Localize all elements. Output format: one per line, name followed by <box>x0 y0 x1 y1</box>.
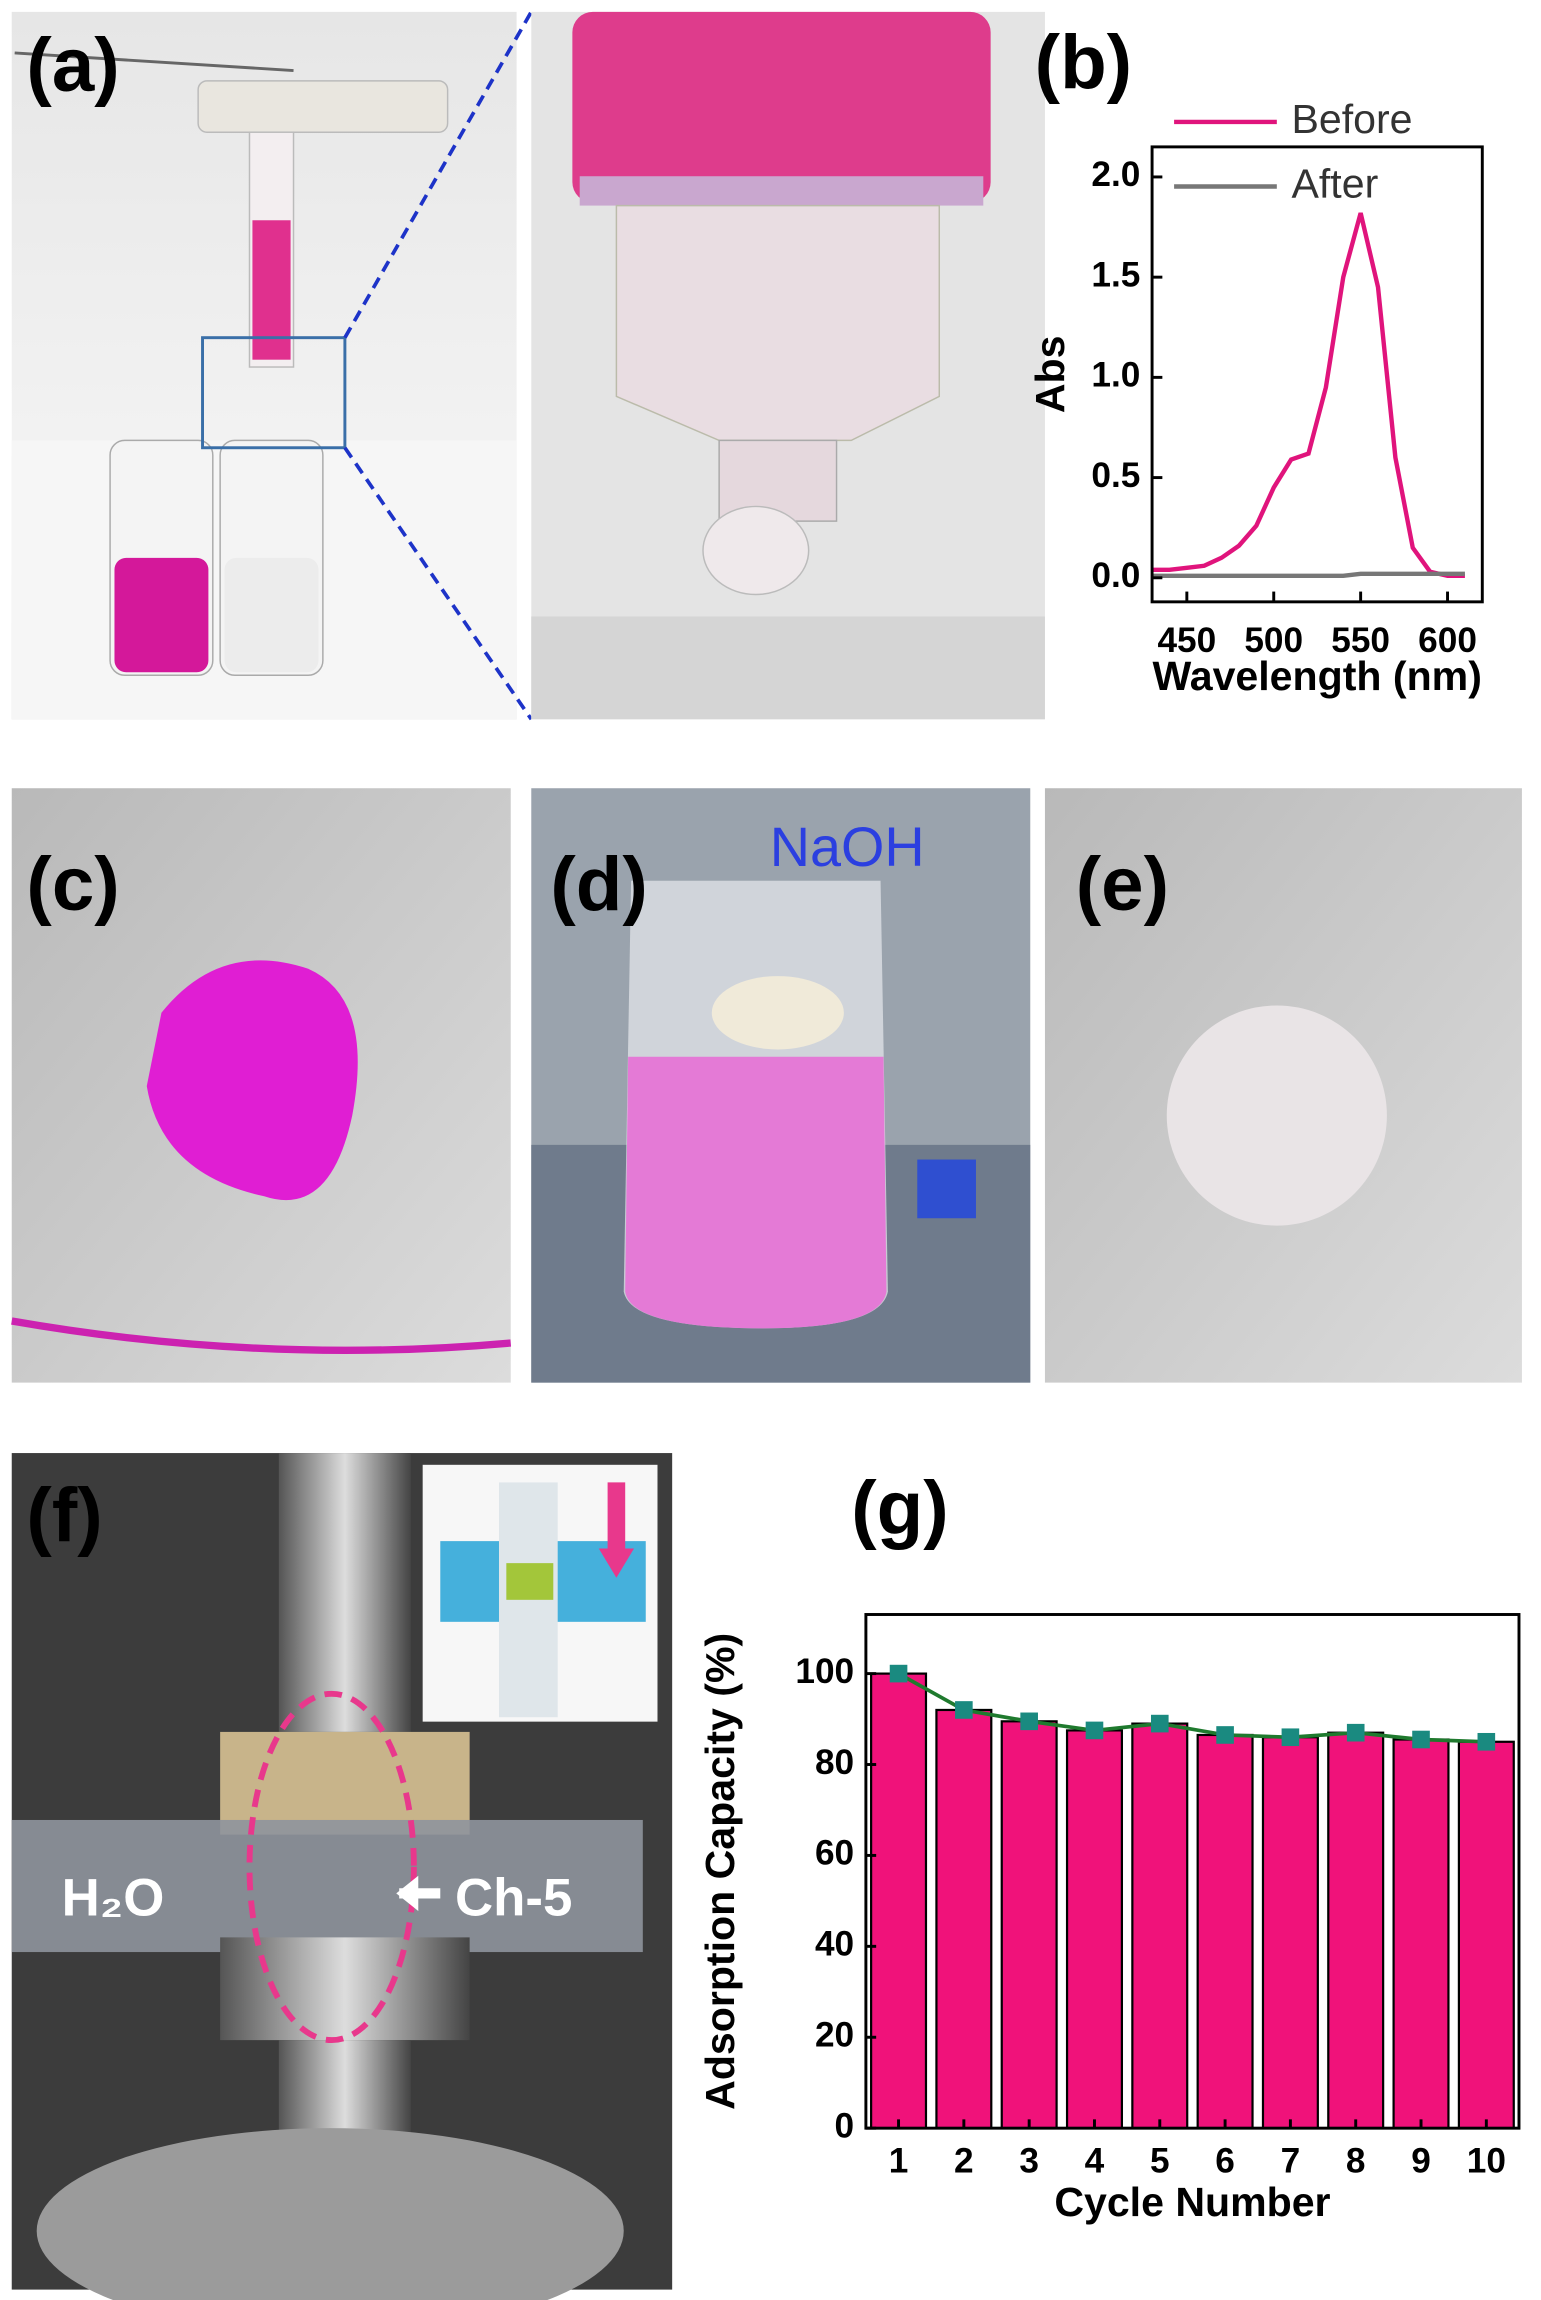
photo-annotation: H₂O <box>62 1868 165 1927</box>
y-axis-label: Adsorption Capacity (%) <box>697 1633 743 2110</box>
x-tick-label: 3 <box>1019 2142 1039 2181</box>
x-tick-label: 2 <box>954 2142 974 2181</box>
x-tick-label: 600 <box>1418 621 1477 660</box>
bar <box>1327 1731 1385 2130</box>
photo-e <box>1044 788 1522 1383</box>
series-line <box>1152 212 1465 578</box>
zoom-line <box>343 10 533 339</box>
panel-label: (e) <box>1076 842 1169 927</box>
x-tick-label: 500 <box>1244 621 1303 660</box>
photo-annotation: NaOH <box>770 816 925 878</box>
panel-label: (c) <box>26 842 119 927</box>
marker <box>1281 1728 1300 1747</box>
marker <box>1216 1726 1234 1744</box>
photo-f <box>11 1453 673 2300</box>
legend-label: Before <box>1292 96 1413 142</box>
panel-label: (a) <box>26 23 119 108</box>
photo-zoom <box>531 11 1045 720</box>
marker <box>1150 1714 1169 1733</box>
x-tick-label: 8 <box>1346 2142 1366 2181</box>
y-tick-label: 0.5 <box>1091 456 1140 495</box>
marker <box>1346 1723 1365 1742</box>
y-tick-label: 60 <box>815 1834 854 1873</box>
y-tick-label: 80 <box>815 1743 854 1782</box>
series-line <box>1152 571 1465 578</box>
marker <box>889 1664 908 1683</box>
plot-frame <box>1150 145 1484 604</box>
y-tick-label: 0.0 <box>1091 556 1140 595</box>
x-tick-label: 4 <box>1085 2142 1105 2181</box>
x-axis-label: Cycle Number <box>1054 2179 1330 2225</box>
x-tick-label: 5 <box>1150 2142 1170 2181</box>
plot-frame <box>864 1613 1521 2130</box>
bar <box>1457 1740 1515 2130</box>
x-tick-label: 450 <box>1157 621 1216 660</box>
x-tick-label: 10 <box>1467 2142 1506 2181</box>
bar <box>1392 1738 1450 2130</box>
photo-c <box>11 788 512 1383</box>
panel-label: (b) <box>1035 20 1132 105</box>
marker <box>955 1701 973 1719</box>
y-tick-label: 2.0 <box>1091 155 1140 194</box>
photo-a <box>11 11 517 720</box>
y-tick-label: 40 <box>815 1925 854 1964</box>
x-tick-label: 7 <box>1281 2142 1301 2181</box>
x-tick-label: 550 <box>1331 621 1390 660</box>
x-tick-label: 9 <box>1411 2142 1431 2181</box>
bar <box>1000 1720 1058 2130</box>
photo-annotation: Ch-5 <box>455 1868 572 1927</box>
trend-line <box>897 1671 1487 1744</box>
y-tick-label: 100 <box>795 1652 854 1691</box>
photo-d <box>531 788 1031 1383</box>
y-tick-label: 1.0 <box>1091 356 1140 395</box>
bar <box>1196 1733 1254 2130</box>
marker <box>1412 1730 1430 1749</box>
panel-label: (d) <box>550 842 647 927</box>
zoom-line <box>343 446 533 721</box>
panel-label: (g) <box>851 1466 948 1551</box>
y-axis-label: Abs <box>1027 336 1073 414</box>
bar <box>1261 1736 1319 2130</box>
bar <box>1065 1729 1124 2130</box>
bar <box>870 1672 928 2130</box>
y-tick-label: 1.5 <box>1091 255 1140 294</box>
panel-label: (f) <box>26 1473 102 1558</box>
x-tick-label: 6 <box>1215 2142 1235 2181</box>
marker <box>1477 1732 1496 1751</box>
bar <box>1131 1722 1189 2130</box>
x-axis-label: Wavelength (nm) <box>1152 653 1481 699</box>
y-tick-label: 20 <box>815 2016 854 2055</box>
marker <box>1085 1721 1104 1740</box>
x-tick-label: 1 <box>889 2142 909 2181</box>
y-tick-label: 0 <box>835 2106 855 2145</box>
legend-label: After <box>1292 160 1379 206</box>
bar <box>935 1708 993 2130</box>
marker <box>1020 1712 1038 1731</box>
